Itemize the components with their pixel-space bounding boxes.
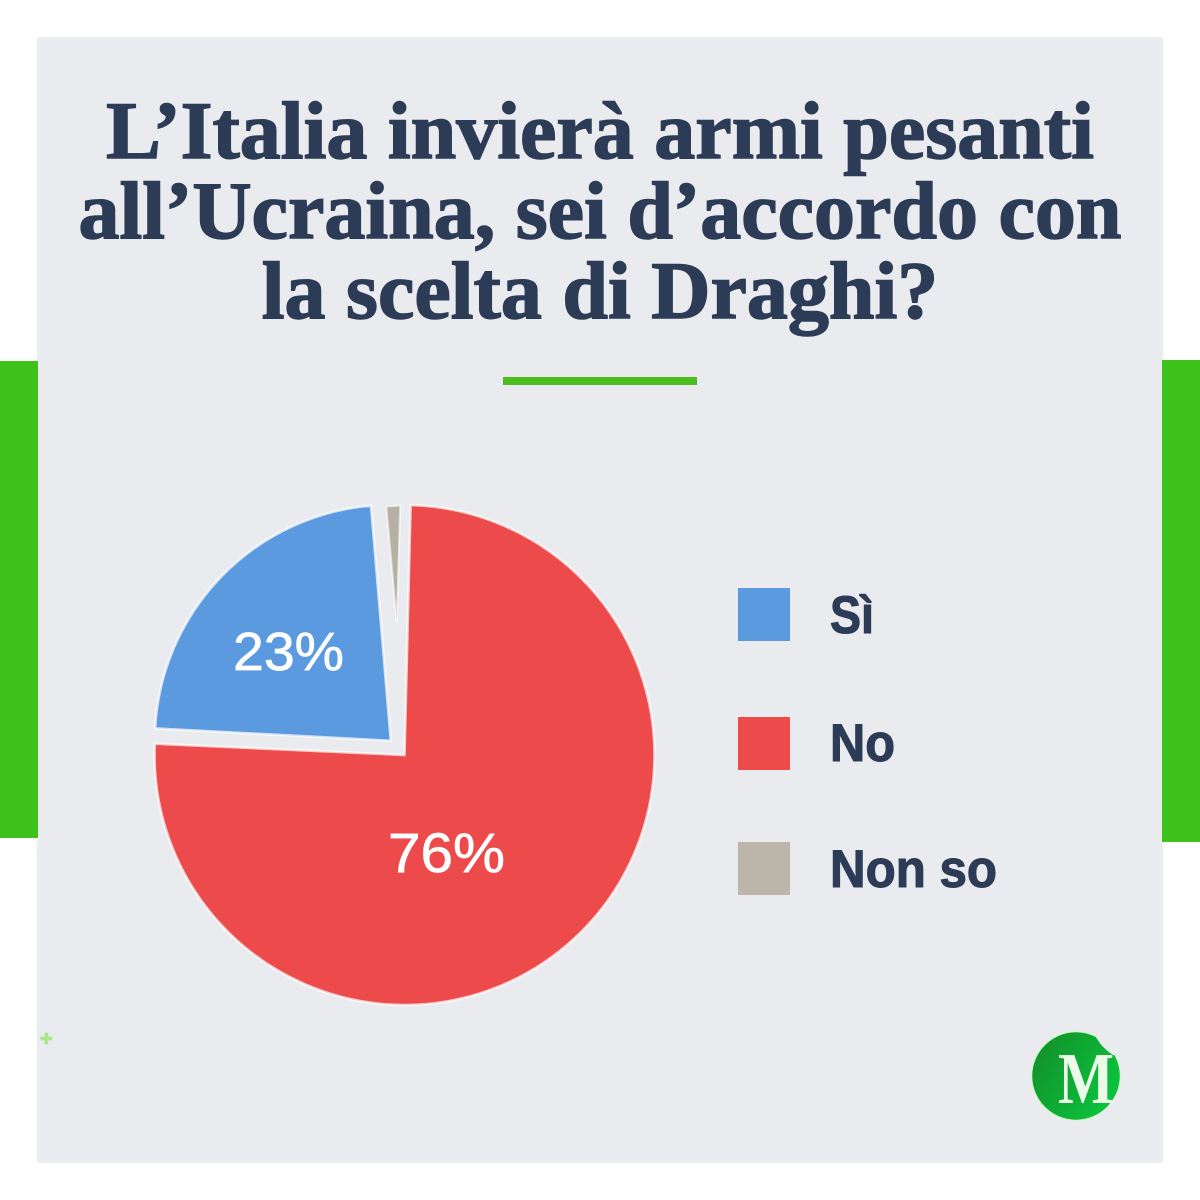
svg-text:Non so: Non so <box>830 840 997 899</box>
svg-text:23%: 23% <box>233 622 344 682</box>
svg-text:76%: 76% <box>388 821 505 884</box>
svg-text:Sì: Sì <box>830 586 874 645</box>
svg-text:No: No <box>830 714 895 773</box>
svg-text:M: M <box>1058 1038 1114 1119</box>
